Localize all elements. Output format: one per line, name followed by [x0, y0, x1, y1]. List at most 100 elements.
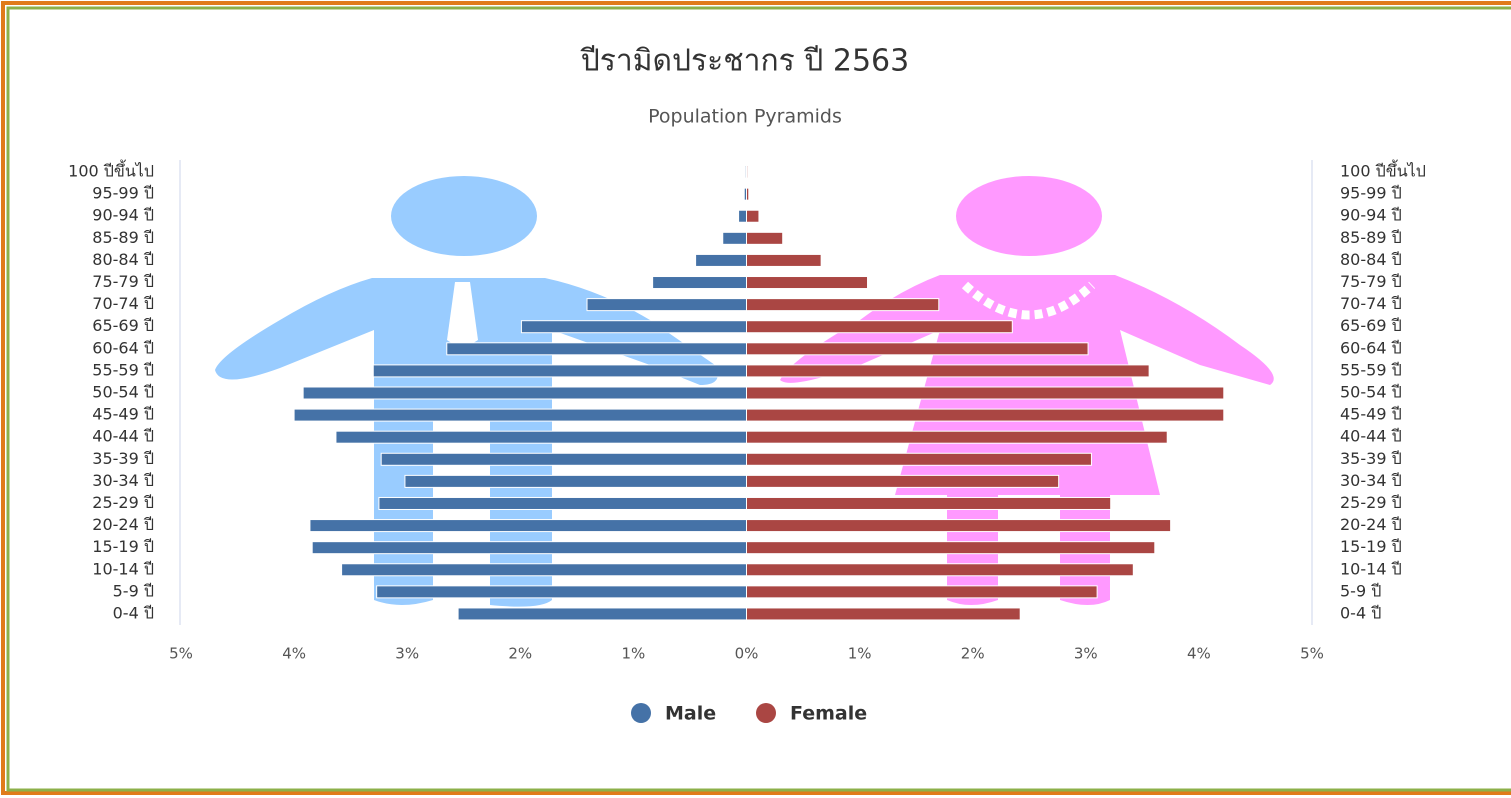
bar	[447, 343, 747, 355]
page: ปีรามิดประชากร ปี 2563 Population Pyrami…	[0, 0, 1511, 798]
bar	[458, 608, 746, 620]
chart-title: ปีรามิดประชากร ปี 2563	[580, 44, 909, 79]
bar	[747, 321, 1013, 333]
legend-marker	[631, 703, 651, 723]
bar	[747, 497, 1111, 509]
category-label: 25-29 ปี	[1340, 493, 1402, 512]
bar	[381, 453, 746, 465]
x-tick-label: 3%	[1074, 645, 1098, 663]
bar	[336, 431, 747, 443]
bar	[747, 299, 939, 311]
bar	[747, 387, 1224, 399]
category-label: 95-99 ปี	[92, 184, 154, 203]
category-label: 85-89 ปี	[92, 228, 154, 247]
category-label: 75-79 ปี	[1340, 272, 1402, 291]
bar	[310, 520, 747, 532]
bar	[747, 475, 1059, 487]
x-tick-label: 2%	[508, 645, 532, 663]
category-label: 5-9 ปี	[113, 581, 154, 600]
x-tick-label: 3%	[395, 645, 419, 663]
category-label: 35-39 ปี	[92, 449, 154, 468]
bar	[739, 210, 747, 222]
bar	[303, 387, 746, 399]
x-tick-label: 4%	[282, 645, 306, 663]
category-label: 20-24 ปี	[1340, 515, 1402, 534]
bar	[747, 210, 759, 222]
bar	[653, 277, 747, 289]
bar	[747, 166, 748, 178]
category-label: 30-34 ปี	[92, 471, 154, 490]
category-label: 95-99 ปี	[1340, 184, 1402, 203]
bar	[747, 520, 1171, 532]
x-tick-label: 5%	[169, 645, 193, 663]
legend-marker	[756, 703, 776, 723]
category-label: 5-9 ปี	[1340, 581, 1381, 600]
x-tick-label: 1%	[622, 645, 646, 663]
category-label: 55-59 ปี	[92, 360, 154, 379]
legend-label: Male	[665, 703, 716, 725]
bar	[747, 343, 1089, 355]
bar	[747, 409, 1224, 421]
bar	[747, 431, 1168, 443]
category-label: 50-54 ปี	[92, 383, 154, 402]
category-label: 15-19 ปี	[92, 537, 154, 556]
bar	[342, 564, 747, 576]
category-label: 0-4 ปี	[113, 603, 154, 622]
bar	[747, 254, 822, 266]
category-label: 40-44 ปี	[92, 427, 154, 446]
bar	[587, 299, 746, 311]
bar	[747, 365, 1150, 377]
bar	[747, 453, 1092, 465]
category-label: 80-84 ปี	[92, 250, 154, 269]
legend-label: Female	[790, 703, 867, 725]
bar	[312, 542, 746, 554]
bar	[723, 232, 747, 244]
category-label: 45-49 ปี	[1340, 405, 1402, 424]
bar	[377, 586, 747, 598]
category-label: 15-19 ปี	[1340, 537, 1402, 556]
chart: ปีรามิดประชากร ปี 2563 Population Pyrami…	[0, 0, 1511, 798]
bar	[747, 608, 1021, 620]
category-label: 40-44 ปี	[1340, 427, 1402, 446]
bar	[747, 277, 868, 289]
category-label: 90-94 ปี	[92, 206, 154, 225]
category-label: 75-79 ปี	[92, 272, 154, 291]
category-label: 30-34 ปี	[1340, 471, 1402, 490]
category-label: 70-74 ปี	[1340, 294, 1402, 313]
category-label: 0-4 ปี	[1340, 603, 1381, 622]
x-tick-label: 1%	[848, 645, 872, 663]
bar	[521, 321, 746, 333]
bar	[747, 232, 783, 244]
category-label: 10-14 ปี	[1340, 559, 1402, 578]
category-label: 25-29 ปี	[92, 493, 154, 512]
x-tick-label: 0%	[735, 645, 759, 663]
category-label: 80-84 ปี	[1340, 250, 1402, 269]
category-label: 70-74 ปี	[92, 294, 154, 313]
category-label: 10-14 ปี	[92, 559, 154, 578]
x-tick-label: 2%	[961, 645, 985, 663]
category-label: 85-89 ปี	[1340, 228, 1402, 247]
category-label: 20-24 ปี	[92, 515, 154, 534]
bar	[747, 188, 749, 200]
x-tick-label: 5%	[1300, 645, 1324, 663]
category-label: 45-49 ปี	[92, 405, 154, 424]
bar	[747, 586, 1098, 598]
category-label: 100 ปีขึ้นไป	[68, 160, 154, 181]
bar	[379, 497, 747, 509]
chart-subtitle: Population Pyramids	[648, 106, 842, 128]
category-label: 50-54 ปี	[1340, 383, 1402, 402]
category-label: 65-69 ปี	[1340, 316, 1402, 335]
category-label: 35-39 ปี	[1340, 449, 1402, 468]
bar	[294, 409, 746, 421]
category-label: 60-64 ปี	[1340, 338, 1402, 357]
category-label: 60-64 ปี	[92, 338, 154, 357]
bar	[747, 542, 1155, 554]
bar	[696, 254, 747, 266]
x-tick-label: 4%	[1187, 645, 1211, 663]
category-label: 90-94 ปี	[1340, 206, 1402, 225]
bar	[373, 365, 746, 377]
category-label: 55-59 ปี	[1340, 360, 1402, 379]
category-label: 65-69 ปี	[92, 316, 154, 335]
bar	[405, 475, 747, 487]
bar	[747, 564, 1134, 576]
